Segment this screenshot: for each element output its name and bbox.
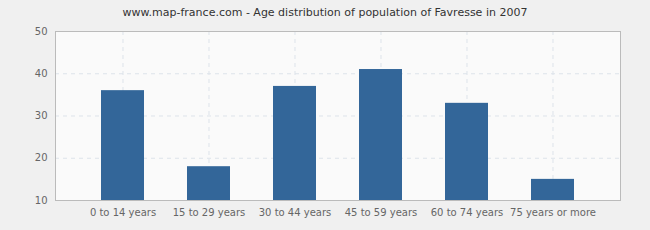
- svg-text:45 to 59 years: 45 to 59 years: [345, 207, 418, 218]
- svg-text:15 to 29 years: 15 to 29 years: [173, 207, 246, 218]
- svg-text:75 years or more: 75 years or more: [510, 207, 596, 218]
- svg-text:0 to 14 years: 0 to 14 years: [90, 207, 156, 218]
- svg-text:40: 40: [35, 68, 48, 79]
- svg-text:30 to 44 years: 30 to 44 years: [259, 207, 332, 218]
- svg-text:50: 50: [35, 26, 48, 37]
- svg-text:30: 30: [35, 110, 48, 121]
- svg-text:10: 10: [35, 195, 48, 206]
- svg-text:60 to 74 years: 60 to 74 years: [431, 207, 504, 218]
- svg-text:20: 20: [35, 152, 48, 163]
- html-text:www.map-france.com - Age distr: www.map-france.com - Age distribution of…: [122, 6, 528, 19]
